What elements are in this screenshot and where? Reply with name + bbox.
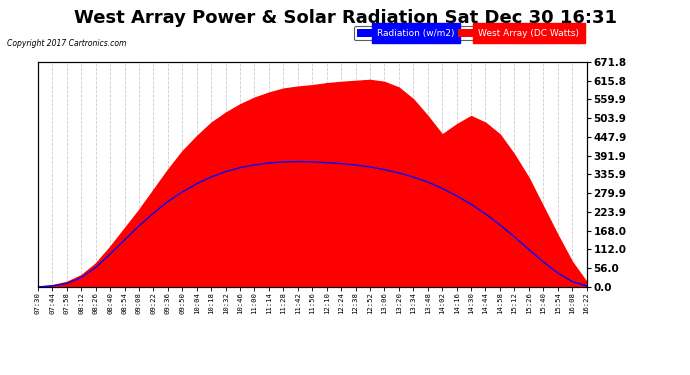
Text: Copyright 2017 Cartronics.com: Copyright 2017 Cartronics.com [7,39,126,48]
Legend: Radiation (w/m2), West Array (DC Watts): Radiation (w/m2), West Array (DC Watts) [354,26,582,40]
Text: West Array Power & Solar Radiation Sat Dec 30 16:31: West Array Power & Solar Radiation Sat D… [74,9,616,27]
